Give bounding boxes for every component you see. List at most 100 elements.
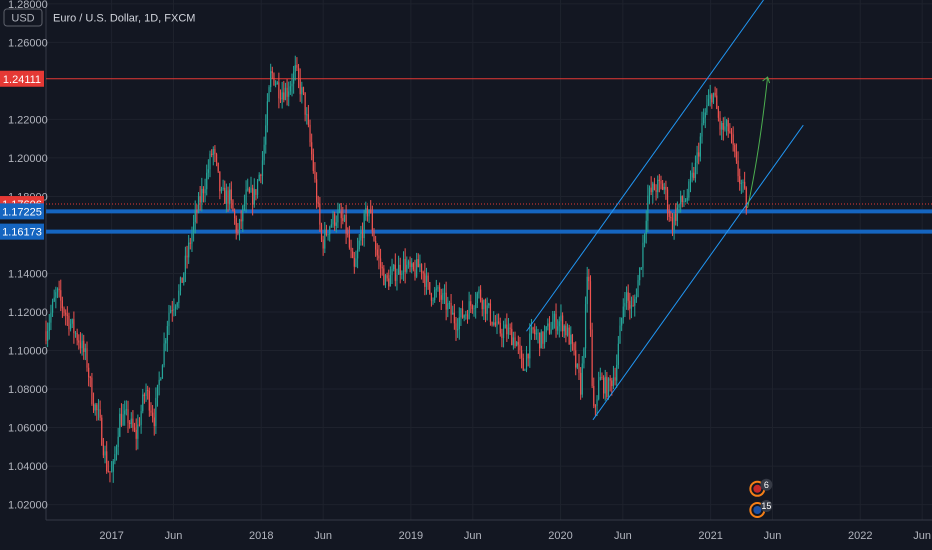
candle-body <box>601 377 603 378</box>
candle-body <box>196 210 198 213</box>
candle-body <box>598 380 600 400</box>
candle-body <box>286 87 288 97</box>
candle-body <box>220 188 223 192</box>
candle-body <box>448 302 451 304</box>
y-axis[interactable]: 1.280001.260001.220001.200001.180001.140… <box>8 0 48 512</box>
candle-body <box>673 213 675 231</box>
candle-body <box>499 322 501 334</box>
candle-body <box>466 314 469 319</box>
candle-body <box>379 258 382 267</box>
candle-body <box>73 319 75 334</box>
candle-body <box>365 208 367 214</box>
candle-body <box>737 160 739 177</box>
candle-body <box>115 447 118 455</box>
candle-body <box>299 78 301 95</box>
candle-body <box>248 188 250 193</box>
x-axis[interactable]: 2017 Jun 2018 Jun 2019 Jun 2020 Jun 2021 Jun 2022 J… <box>99 530 931 542</box>
candle-body <box>689 177 692 182</box>
candle-body <box>368 209 370 217</box>
candle-body <box>320 224 323 240</box>
candle-body <box>263 144 265 161</box>
candle-body <box>504 324 506 329</box>
candle-body <box>553 313 555 322</box>
candle-body <box>281 92 283 100</box>
x-tick-label: Jun <box>165 530 183 542</box>
candle-body <box>557 326 559 331</box>
candle-body <box>730 132 733 135</box>
candle-body <box>394 264 396 281</box>
candle-body <box>617 343 619 365</box>
candle-body <box>184 255 186 274</box>
candle-body <box>542 331 544 344</box>
candle-body <box>253 189 255 205</box>
candle-body <box>270 71 272 88</box>
candle-body <box>578 363 580 373</box>
candle-body <box>293 71 295 84</box>
candle-body <box>639 267 641 281</box>
candle-body <box>491 321 493 325</box>
candle-body <box>660 180 662 184</box>
y-tick-label: 1.02000 <box>8 500 48 512</box>
x-tick-label: 2017 <box>99 530 123 542</box>
candle-body <box>296 65 298 68</box>
price-tag-support: 1.17225 <box>0 203 44 220</box>
candle-body <box>440 295 442 300</box>
candles <box>45 55 747 483</box>
channel-upper-line[interactable] <box>526 0 764 332</box>
candle-body <box>524 369 526 371</box>
candle-body <box>388 278 390 287</box>
candle-body <box>294 65 296 72</box>
candle-body <box>199 196 201 203</box>
candle-body <box>616 364 618 381</box>
candle-body <box>543 332 546 344</box>
candle-body <box>214 148 216 155</box>
candle-body <box>481 300 483 310</box>
candle-body <box>414 269 416 277</box>
candle-body <box>686 197 688 201</box>
x-tick-label: 2022 <box>848 530 872 542</box>
currency-unit-box[interactable]: USD <box>3 8 43 27</box>
candle-body <box>609 378 611 381</box>
candle-body <box>84 348 86 352</box>
candle-body <box>532 327 534 330</box>
candle-body <box>502 328 505 339</box>
event-badges[interactable]: 6 15 <box>749 478 773 518</box>
candle-body <box>719 117 721 130</box>
candle-body <box>101 417 103 446</box>
candle-body <box>373 231 375 241</box>
candle-body <box>181 277 183 283</box>
candle-body <box>520 350 523 358</box>
candle-body <box>637 280 639 297</box>
candle-body <box>442 293 444 300</box>
candle-body <box>284 87 287 100</box>
candle-body <box>417 259 419 268</box>
candle-body <box>376 249 378 256</box>
candle-body <box>358 240 360 250</box>
candle-body <box>142 394 144 412</box>
candle-body <box>225 190 227 204</box>
y-tick-label: 1.04000 <box>8 461 48 473</box>
candle-body <box>571 334 574 344</box>
candle-body <box>233 211 236 219</box>
event-badge[interactable]: 6 <box>749 478 773 497</box>
channel-lower-line[interactable] <box>592 124 804 421</box>
candle-body <box>699 136 701 157</box>
candle-body <box>706 105 708 113</box>
candle-body <box>681 195 683 202</box>
candle-body <box>197 196 200 213</box>
candle-body <box>71 319 73 324</box>
event-badge[interactable]: 15 <box>749 499 773 518</box>
candle-body <box>314 170 316 180</box>
candle-body <box>79 342 82 349</box>
candle-body <box>740 183 742 184</box>
projection-path[interactable] <box>747 76 769 209</box>
candle-body <box>330 224 332 227</box>
candle-body <box>461 308 464 318</box>
candle-body <box>155 397 157 427</box>
candle-body <box>107 471 109 472</box>
candle-body <box>555 313 557 331</box>
candle-body <box>168 312 170 327</box>
trend-drawings[interactable] <box>526 0 804 421</box>
candle-body <box>475 303 477 309</box>
